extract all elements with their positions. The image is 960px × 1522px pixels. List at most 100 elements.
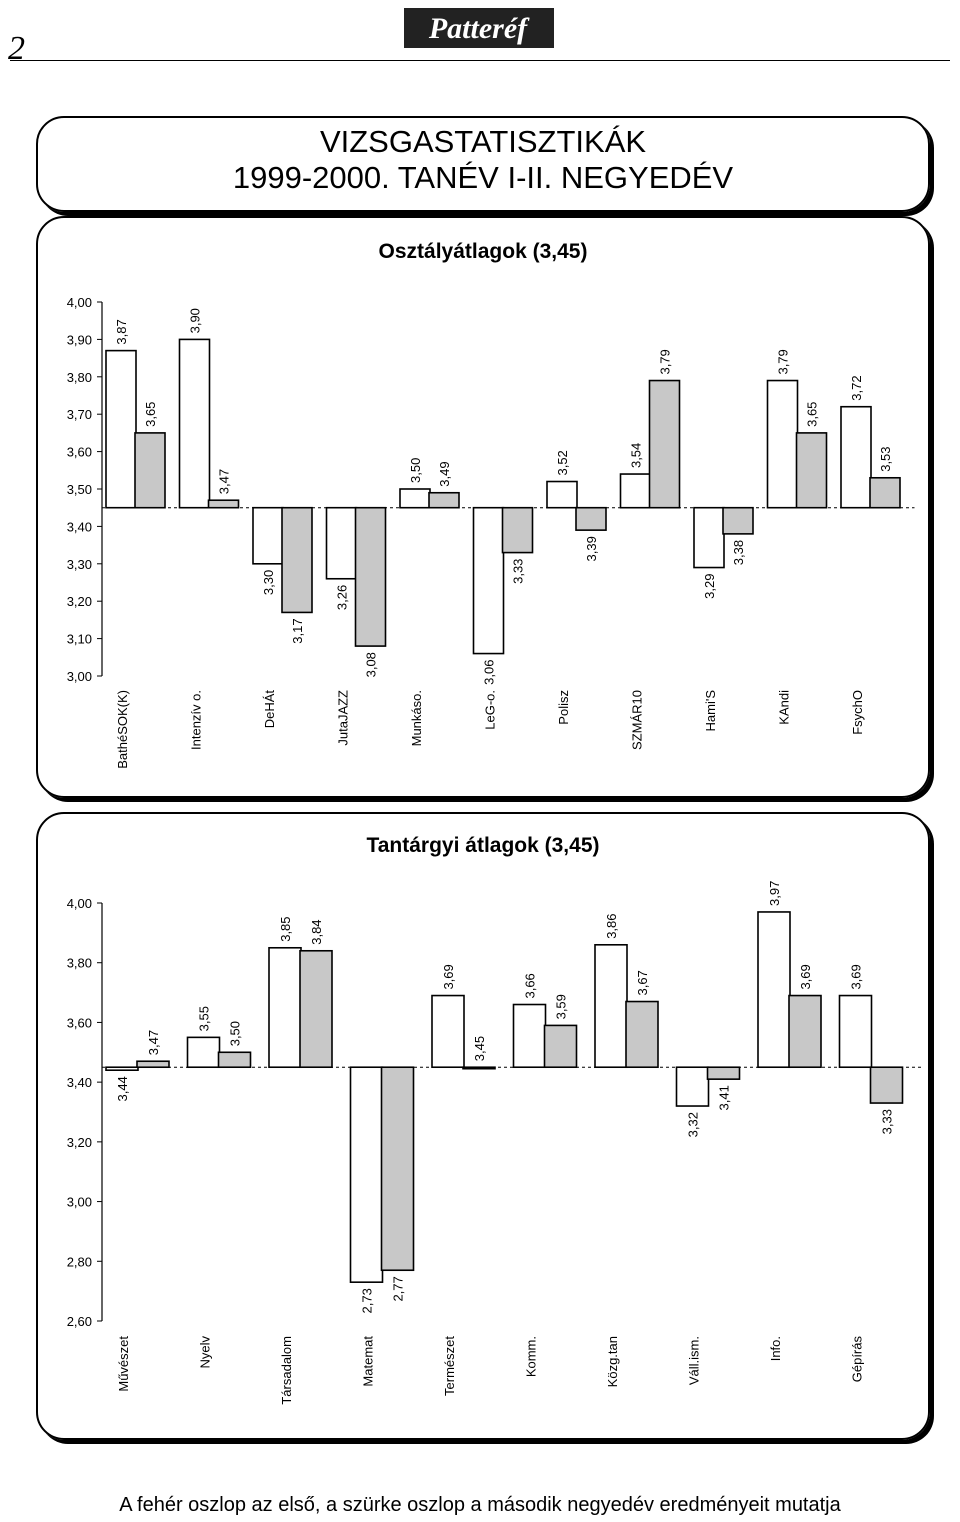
subject-value-label: 3,44 [115,1076,130,1101]
subject-value-label: 3,50 [228,1021,243,1046]
class-value-label: 3,47 [217,469,232,494]
class-bar-s2 [722,506,754,535]
subject-bar-s1 [431,994,465,1069]
subject-bar-s1 [512,1003,547,1069]
class-bar-s1 [399,488,431,509]
class-category-label: DeHÁt [262,690,277,729]
class-bar-s1 [546,480,578,509]
class-bar-s2 [354,506,387,647]
class-bar-s2 [869,476,901,509]
class-category-label: FsychO [850,690,865,735]
class-category-label: LeG-o. [483,690,498,730]
class-value-label: 3,52 [555,450,570,475]
class-category-label: BathéSOK(K) [115,690,130,769]
subject-value-label: 3,45 [472,1036,487,1061]
subject-bar-s2 [869,1066,904,1104]
class-averages-title: Osztályátlagok (3,45) [378,240,588,263]
subject-bar-s2 [706,1066,741,1080]
subject-y-tick-label: 2,80 [67,1254,92,1269]
class-value-label: 3,49 [437,461,452,486]
class-y-tick-label: 4,00 [67,295,92,310]
subject-category-label: Váll.ism. [687,1336,702,1385]
class-category-label: Munkáso. [409,690,424,746]
class-value-label: 3,06 [482,660,497,685]
class-bar-s2 [501,506,534,554]
subject-value-label: 3,97 [767,881,782,906]
subject-category-label: Nyelv [198,1336,213,1369]
subject-bar-s2 [380,1066,415,1272]
class-bar-s1 [252,506,284,565]
class-value-label: 3,08 [364,652,379,677]
subject-value-label: 3,69 [798,964,813,989]
subject-value-label: 3,67 [635,970,650,995]
class-value-label: 3,53 [878,446,893,471]
subject-y-tick-label: 2,60 [67,1314,92,1329]
subject-category-label: Természet [442,1336,457,1396]
class-value-label: 3,72 [849,375,864,400]
class-bar-s1 [840,405,872,509]
class-y-tick-label: 3,00 [67,669,92,684]
subject-value-label: 3,86 [604,913,619,938]
subject-bar-s1 [594,943,628,1069]
subject-bar-s1 [675,1066,710,1107]
subject-averages-title: Tantárgyi átlagok (3,45) [366,834,600,857]
subject-y-tick-label: 3,40 [67,1075,92,1090]
class-bar-s1 [325,506,358,580]
subject-bar-s2 [625,1000,659,1069]
class-value-label: 3,50 [408,458,423,483]
subject-averages-panel: Tantárgyi átlagok (3,45) [36,812,930,1440]
class-y-tick-label: 3,50 [67,482,92,497]
subject-y-tick-label: 4,00 [67,896,92,911]
subject-category-label: Matemat [361,1336,376,1387]
subject-category-label: Gépírás [850,1336,865,1383]
class-bar-s1 [472,506,505,655]
subject-bar-s1 [757,911,791,1069]
class-averages-panel: Osztályátlagok (3,45) [36,216,930,798]
subject-bar-s1 [186,1036,221,1069]
class-value-label: 3,33 [511,559,526,584]
class-bar-s1 [178,338,211,509]
class-y-tick-label: 3,30 [67,557,92,572]
page-number: 2 [8,30,25,67]
subject-value-label: 3,69 [441,964,456,989]
subject-bar-s1 [105,1066,139,1071]
subject-value-label: 3,69 [849,964,864,989]
subject-value-label: 2,77 [391,1276,406,1301]
subject-value-label: 3,41 [717,1085,732,1110]
subject-category-label: Művészet [116,1336,131,1392]
class-y-tick-label: 3,90 [67,332,92,347]
class-value-label: 3,17 [290,618,305,643]
subject-value-label: 3,59 [554,994,569,1019]
subject-value-label: 3,85 [278,916,293,941]
class-value-label: 3,65 [143,402,158,427]
class-value-label: 3,30 [261,570,276,595]
subject-bar-s1 [268,946,302,1069]
class-value-label: 3,65 [805,402,820,427]
title-panel: VIZSGASTATISZTIKÁK 1999-2000. TANÉV I-II… [36,116,930,212]
subject-value-label: 3,47 [146,1030,161,1055]
class-bar-s1 [693,506,725,569]
class-y-tick-label: 3,10 [67,632,92,647]
subject-value-label: 3,32 [686,1112,701,1137]
subject-bar-s2 [543,1024,578,1069]
class-category-label: KAndi [777,690,792,725]
subject-y-tick-label: 3,60 [67,1015,92,1030]
subject-bar-s1 [838,994,873,1069]
class-y-tick-label: 3,40 [67,519,92,534]
class-value-label: 3,26 [335,585,350,610]
class-value-label: 3,54 [629,443,644,468]
class-bar-s2 [648,379,681,509]
subject-value-label: 3,33 [880,1109,895,1134]
class-bar-s2 [795,432,828,509]
subject-value-label: 3,84 [309,919,324,944]
class-value-label: 3,79 [776,349,791,374]
subject-category-label: Társadalom [279,1336,294,1405]
class-category-label: Polisz [556,690,571,725]
class-value-label: 3,39 [584,536,599,561]
class-y-tick-label: 3,20 [67,594,92,609]
class-category-label: Intenzív o. [189,690,204,750]
subject-category-label: Közg.tan [605,1336,620,1387]
subject-value-label: 3,55 [197,1006,212,1031]
header-rule [10,60,950,61]
logo-text: Patteréf [428,12,530,45]
